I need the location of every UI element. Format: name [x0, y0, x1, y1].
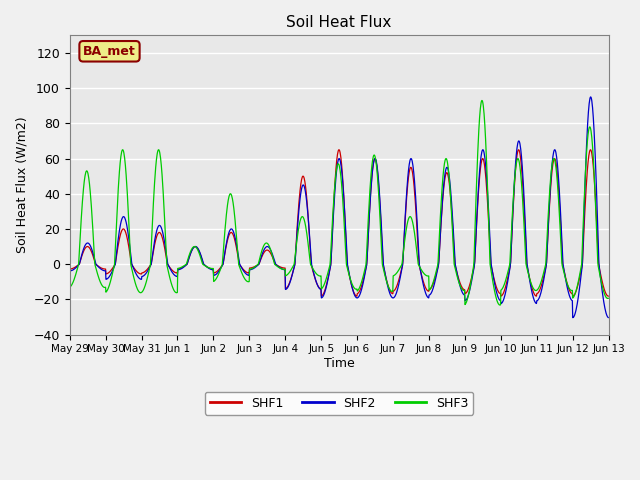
SHF2 [422, 289, 429, 295]
SHF1 [66, 266, 74, 272]
SHF1 [604, 293, 612, 299]
SHF1 [335, 147, 343, 153]
SHF3 [422, 272, 429, 278]
SHF3 [496, 302, 504, 308]
SHF2 [277, 265, 285, 271]
Text: BA_met: BA_met [83, 45, 136, 58]
Title: Soil Heat Flux: Soil Heat Flux [287, 15, 392, 30]
SHF2 [290, 265, 298, 271]
SHF1 [185, 256, 193, 262]
Y-axis label: Soil Heat Flux (W/m2): Soil Heat Flux (W/m2) [15, 117, 28, 253]
SHF1 [557, 231, 565, 237]
SHF3 [277, 266, 285, 272]
SHF3 [478, 97, 486, 103]
SHF3 [511, 175, 518, 180]
SHF1 [353, 293, 361, 299]
SHF2 [587, 94, 595, 100]
SHF3 [66, 284, 74, 290]
Legend: SHF1, SHF2, SHF3: SHF1, SHF2, SHF3 [205, 392, 474, 415]
SHF2 [604, 315, 612, 321]
SHF2 [557, 207, 564, 213]
X-axis label: Time: Time [324, 357, 355, 370]
SHF2 [66, 268, 74, 274]
SHF3 [557, 245, 565, 251]
SHF1 [511, 178, 518, 183]
SHF2 [185, 256, 193, 262]
SHF1 [422, 286, 430, 292]
SHF1 [290, 264, 298, 270]
SHF1 [277, 264, 285, 270]
SHF3 [290, 262, 298, 267]
Line: SHF1: SHF1 [70, 150, 608, 296]
SHF2 [510, 186, 518, 192]
Line: SHF2: SHF2 [70, 97, 608, 318]
SHF3 [604, 296, 612, 301]
SHF3 [185, 254, 193, 260]
Line: SHF3: SHF3 [70, 100, 608, 305]
SHF2 [569, 315, 577, 321]
